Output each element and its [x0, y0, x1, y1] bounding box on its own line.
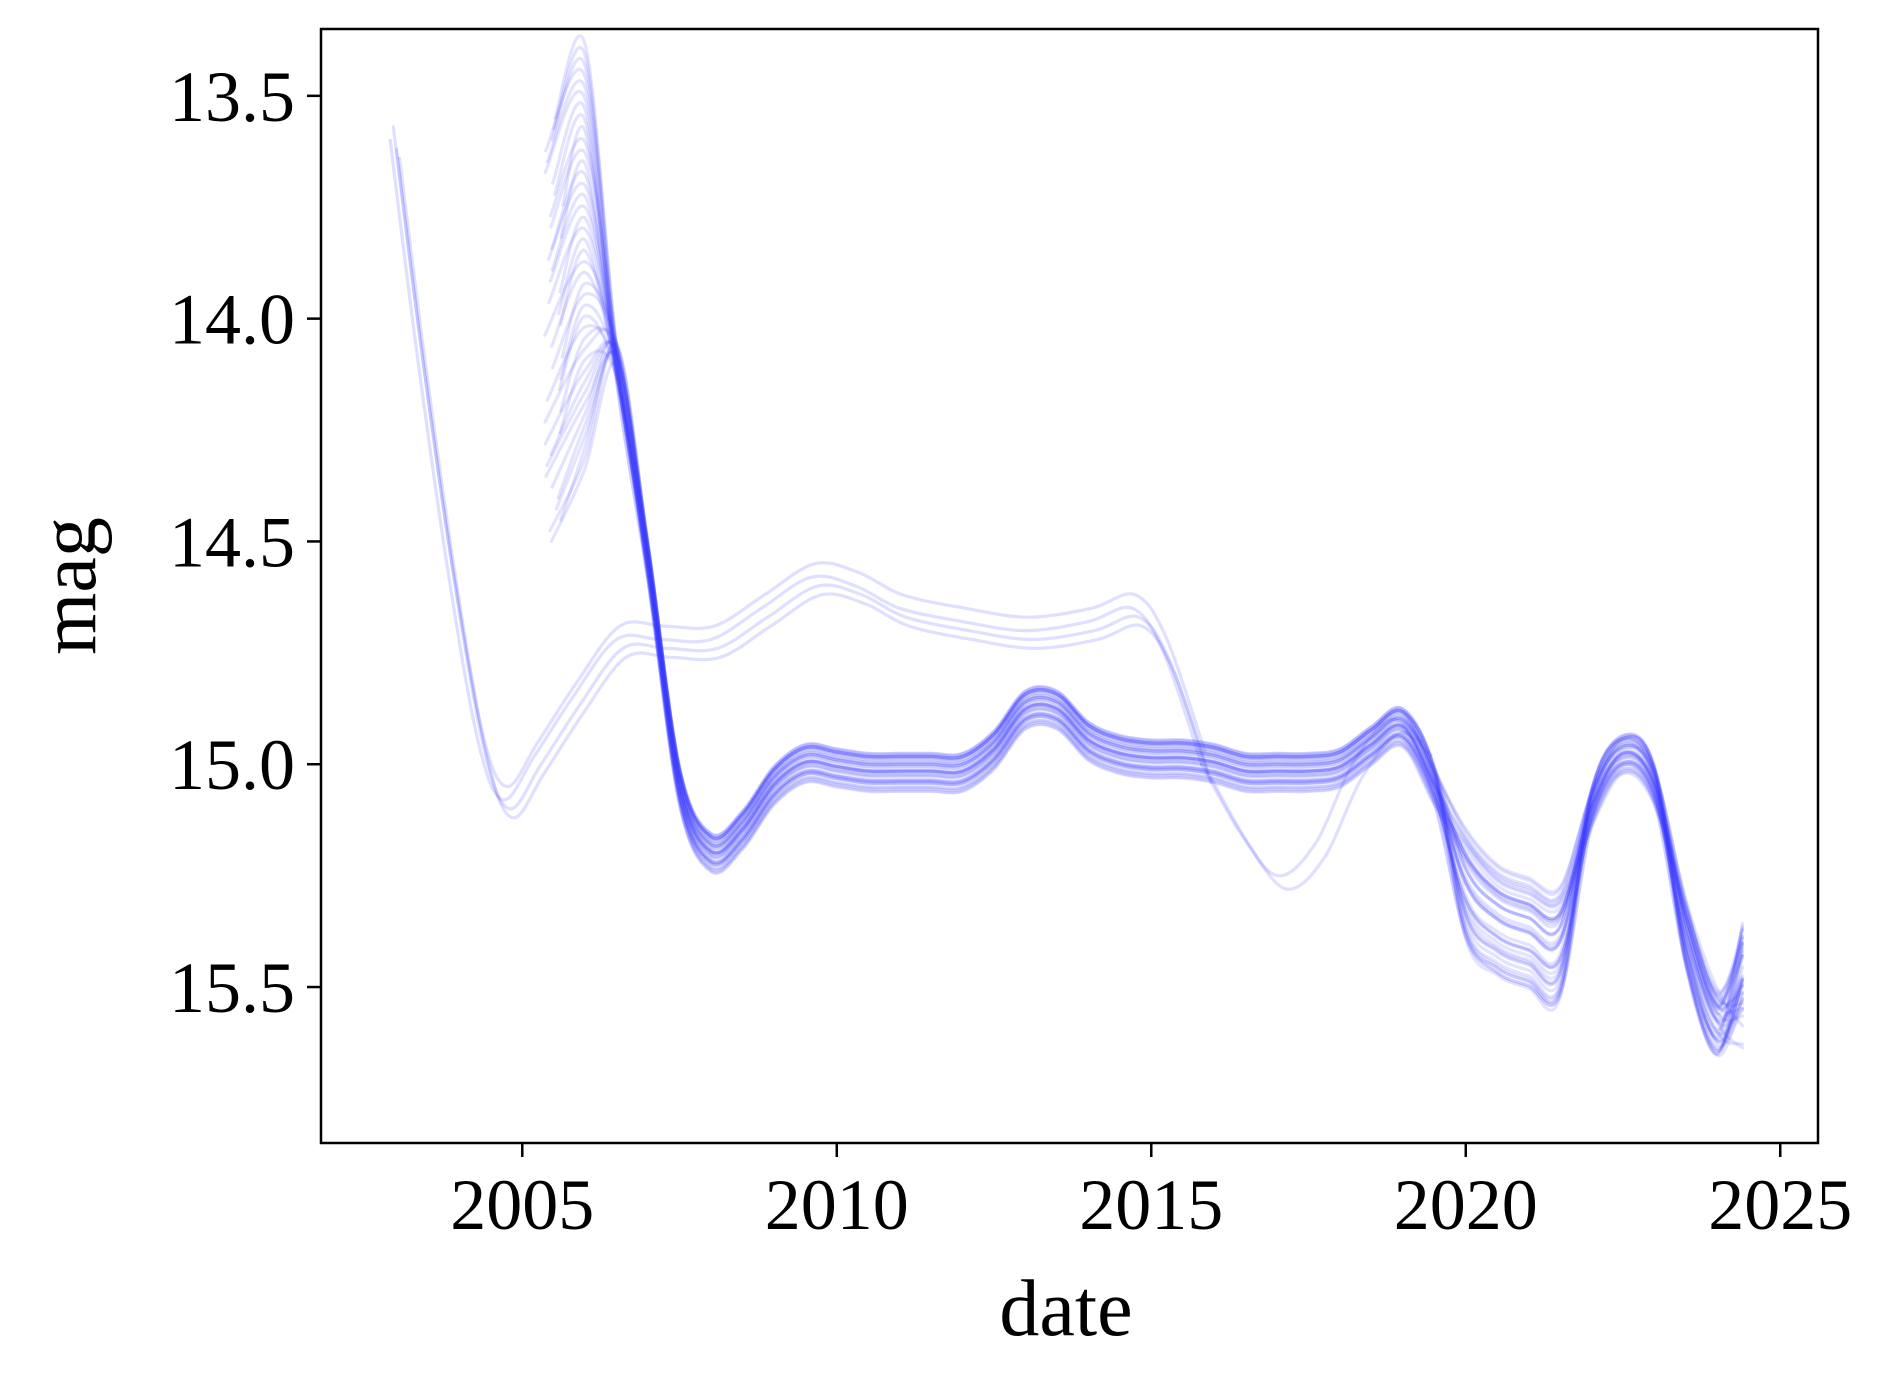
trace-main-7	[553, 113, 1745, 1012]
trace-main-2	[550, 56, 1745, 1044]
trace-main-31	[549, 341, 1745, 1011]
traces-layer	[388, 34, 1745, 1058]
trace-main-24	[559, 303, 1745, 1024]
trace-early-branch-1	[391, 125, 1207, 789]
trace-main-11	[559, 159, 1745, 1007]
trace-main-0	[553, 34, 1745, 1010]
x-tick-label-4: 2025	[1708, 1165, 1852, 1245]
y-tick-label-3: 15.0	[169, 725, 295, 805]
trace-main-27	[559, 326, 1745, 1048]
trace-main-19	[558, 248, 1745, 1046]
x-tick-label-2: 2015	[1079, 1165, 1223, 1245]
trace-main-6	[551, 101, 1745, 1004]
trace-main-34	[550, 338, 1745, 1042]
trace-main-26	[545, 324, 1745, 1038]
trace-main-28	[543, 327, 1745, 993]
trace-main-22	[560, 281, 1745, 1015]
y-tick-label-4: 15.5	[169, 948, 295, 1028]
plot-frame	[319, 27, 1820, 1145]
trace-main-16	[558, 215, 1745, 1022]
trace-main-35	[556, 351, 1745, 1053]
trace-main-9	[548, 137, 1745, 1043]
trace-early-branch-2	[394, 147, 1210, 811]
trace-main-4	[545, 79, 1745, 1028]
trace-dip-branch-0	[1200, 717, 1424, 878]
y-axis-label: mag	[25, 517, 113, 655]
y-axis: 13.5 14.0 14.5 15.0 15.5	[169, 57, 321, 1028]
trace-main-3	[544, 67, 1745, 1015]
y-tick-label-2: 14.5	[169, 502, 295, 582]
trace-main-13	[546, 181, 1745, 997]
trace-main-8	[561, 125, 1745, 1007]
trace-main-33	[544, 350, 1745, 1008]
trace-main-10	[549, 148, 1745, 1053]
trace-main-20	[543, 260, 1745, 1018]
trace-main-30	[543, 339, 1745, 1025]
x-axis-label: date	[999, 1265, 1132, 1353]
trace-main-39	[549, 361, 1745, 1052]
x-tick-label-3: 2020	[1394, 1165, 1538, 1245]
x-axis: 2005 2010 2015 2020 2025	[450, 1143, 1852, 1245]
x-tick-label-1: 2010	[765, 1165, 909, 1245]
trace-main-14	[550, 192, 1745, 1035]
trace-main-38	[548, 341, 1745, 1031]
trace-main-18	[557, 237, 1745, 1056]
x-tick-label-0: 2005	[450, 1165, 594, 1245]
y-tick-label-1: 14.0	[169, 280, 295, 360]
trace-main-25	[557, 314, 1745, 1009]
trace-main-29	[558, 349, 1745, 1006]
trace-main-21	[550, 270, 1745, 1041]
trace-main-32	[545, 340, 1745, 1028]
trace-main-36	[554, 349, 1745, 1023]
trace-main-23	[551, 292, 1745, 1058]
trace-main-5	[543, 89, 1745, 1056]
trace-main-1	[552, 45, 1745, 1050]
trace-main-37	[559, 342, 1745, 996]
trace-early-branch-0	[388, 138, 1204, 802]
trace-main-12	[550, 169, 1745, 1037]
trace-early-branch-3	[398, 156, 1213, 820]
trace-main-15	[548, 204, 1745, 1050]
y-tick-label-0: 13.5	[169, 57, 295, 137]
trace-dip-branch-1	[1209, 731, 1433, 891]
trace-main-17	[547, 226, 1745, 1001]
